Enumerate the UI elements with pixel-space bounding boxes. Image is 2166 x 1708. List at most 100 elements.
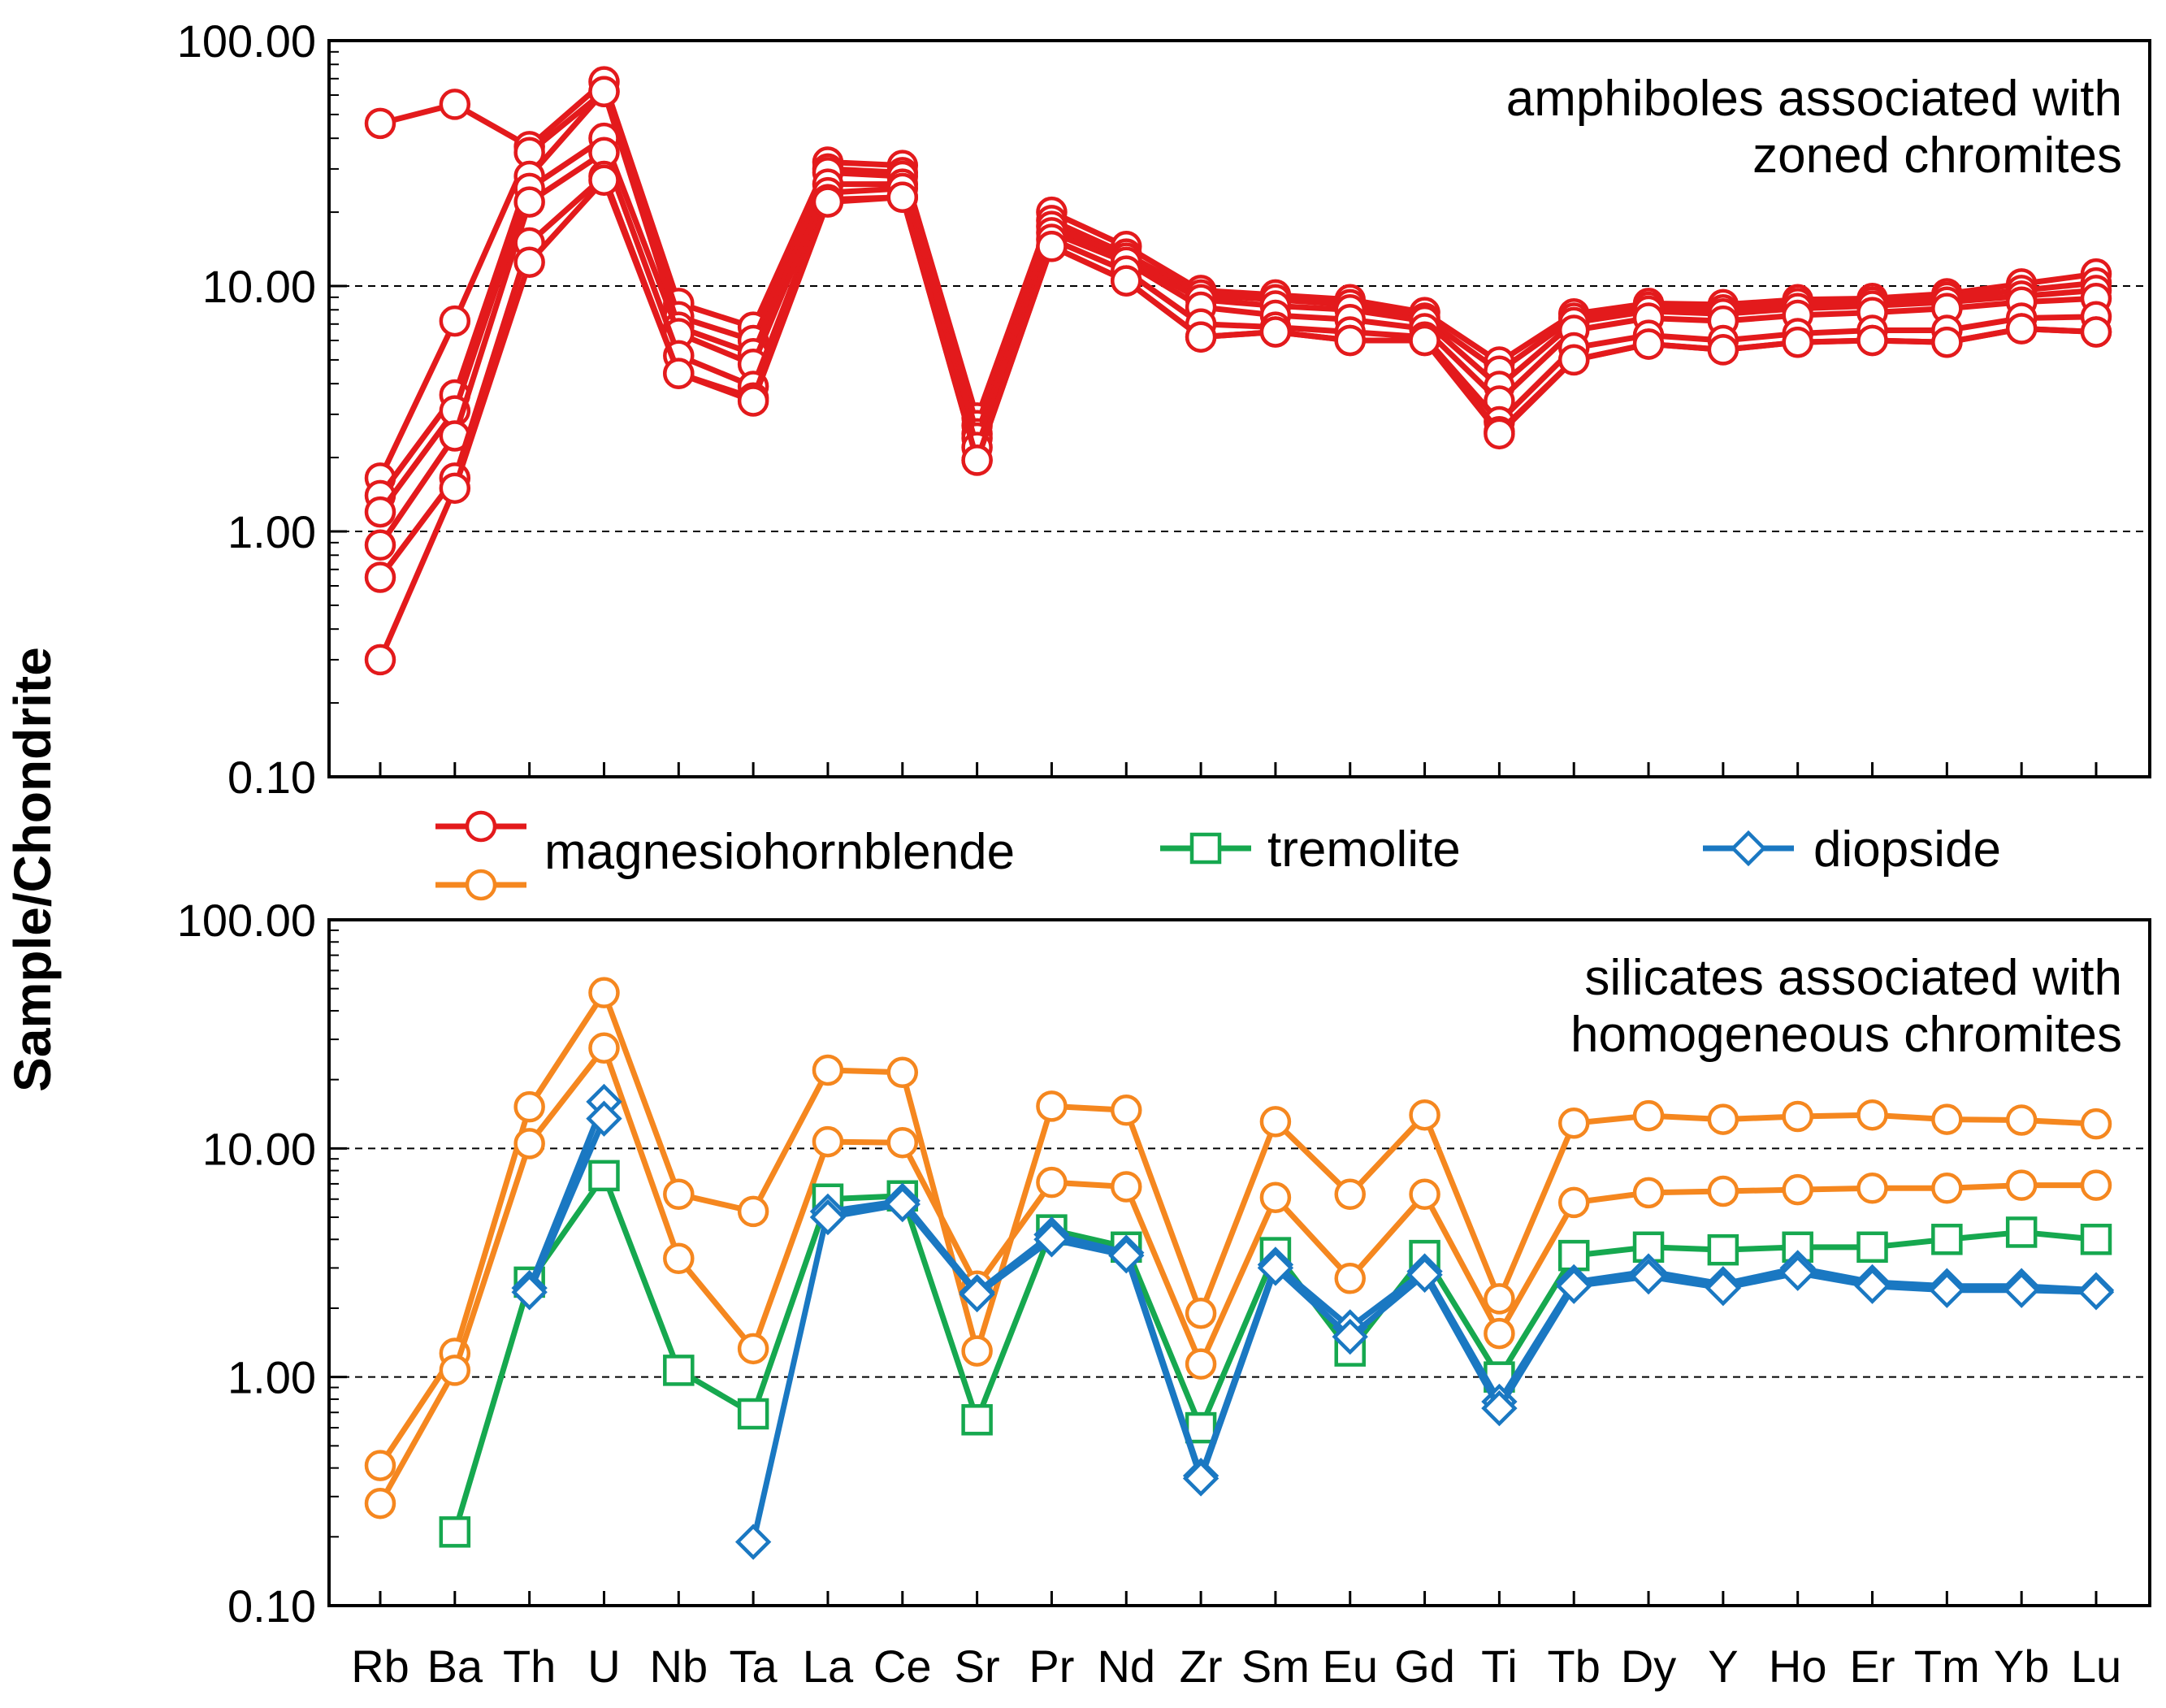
data-point-circle xyxy=(1185,1348,1217,1380)
data-point-circle xyxy=(1782,326,1813,358)
data-point-diamond xyxy=(1705,1269,1742,1307)
data-point-circle xyxy=(1185,1297,1217,1329)
data-point-circle xyxy=(1036,1090,1068,1122)
data-point-diamond xyxy=(959,1276,995,1313)
data-point-circle xyxy=(1409,324,1440,357)
legend-square-marker xyxy=(1189,832,1222,865)
series-line xyxy=(452,1173,2099,1535)
data-point-circle xyxy=(961,1335,993,1367)
x-tick-label: Th xyxy=(503,1641,556,1692)
data-point-square xyxy=(1707,1233,1739,1266)
data-point-circle xyxy=(1782,1173,1813,1206)
data-point-circle xyxy=(1036,231,1068,262)
legend-circle-marker xyxy=(465,810,497,843)
y-tick-label: 10.00 xyxy=(202,261,316,312)
data-point-circle xyxy=(886,1126,919,1159)
data-point-diamond xyxy=(1854,1268,1891,1304)
data-point-circle xyxy=(1409,1099,1440,1131)
data-point-circle xyxy=(1484,1283,1515,1315)
y-tick-label: 10.00 xyxy=(202,1123,316,1174)
data-point-diamond xyxy=(1556,1268,1592,1304)
data-point-circle xyxy=(663,358,695,389)
data-point-square xyxy=(961,1404,993,1436)
data-point-circle xyxy=(886,1056,919,1089)
data-point-diamond xyxy=(734,1524,772,1560)
data-point-circle xyxy=(1707,334,1739,366)
plot-frame xyxy=(327,39,2151,778)
data-point-circle xyxy=(2005,1169,2038,1201)
data-point-circle xyxy=(1111,1095,1142,1126)
data-point-circle xyxy=(1782,1100,1813,1133)
legend-diamond-marker xyxy=(1730,830,1767,867)
data-point-circle xyxy=(2080,1169,2112,1201)
legend-item-magnesiohornblende: magnesiohornblende xyxy=(435,810,1015,901)
y-tick-label: 100.00 xyxy=(177,895,316,946)
data-point-circle xyxy=(1111,265,1142,297)
data-point-square xyxy=(663,1355,695,1386)
panel-annotation: homogeneous chromites xyxy=(1570,1007,2122,1063)
data-point-circle xyxy=(588,164,620,196)
x-tick-label: La xyxy=(803,1641,854,1692)
x-tick-label: Lu xyxy=(2071,1641,2121,1692)
data-point-diamond xyxy=(884,1186,921,1223)
data-point-circle xyxy=(1632,1177,1665,1209)
data-point-circle xyxy=(513,186,545,218)
data-point-circle xyxy=(1557,1107,1590,1139)
data-point-diamond xyxy=(1481,1389,1518,1427)
data-point-circle xyxy=(812,186,844,218)
x-tick-label: Yb xyxy=(1994,1641,2050,1692)
data-point-circle xyxy=(1259,1181,1292,1213)
data-point-square xyxy=(1185,1411,1217,1444)
data-point-circle xyxy=(513,246,545,278)
x-tick-label: Rb xyxy=(351,1641,409,1692)
plot-frame xyxy=(327,918,2151,1607)
legend-item-tremolite: tremolite xyxy=(1160,821,1461,878)
data-point-diamond xyxy=(2003,1272,2040,1308)
data-point-circle xyxy=(737,1195,769,1228)
data-point-circle xyxy=(1856,324,1888,357)
data-point-circle xyxy=(1856,1173,1888,1204)
data-point-circle xyxy=(439,305,471,337)
data-point-circle xyxy=(2005,1104,2038,1136)
data-point-circle xyxy=(1707,1103,1739,1135)
data-point-square xyxy=(588,1160,620,1192)
data-point-circle xyxy=(1259,1106,1292,1138)
legend-label-magnesiohornblende: magnesiohornblende xyxy=(544,824,1015,880)
data-point-circle xyxy=(737,1333,769,1365)
data-point-circle xyxy=(812,1054,844,1086)
data-point-diamond xyxy=(2077,1274,2115,1311)
data-point-circle xyxy=(1856,1099,1888,1131)
data-point-circle xyxy=(663,1242,695,1275)
data-point-circle xyxy=(588,76,620,107)
data-point-diamond xyxy=(1033,1221,1070,1258)
data-point-diamond xyxy=(1257,1250,1294,1286)
data-point-circle xyxy=(1334,1178,1366,1211)
data-point-circle xyxy=(1036,1166,1068,1199)
data-point-diamond xyxy=(1332,1318,1368,1355)
data-point-square xyxy=(1931,1224,1963,1255)
x-tick-label: Sr xyxy=(955,1641,1000,1692)
data-point-circle xyxy=(1185,321,1217,353)
x-tick-label: Gd xyxy=(1394,1641,1455,1692)
data-point-circle xyxy=(1931,1173,1963,1204)
data-point-circle xyxy=(1259,316,1292,348)
data-point-circle xyxy=(439,1355,471,1386)
top-chart: 100.00 10.00 1.00 0.10 amphiboles associated… xyxy=(177,15,2151,803)
data-point-circle xyxy=(1632,1099,1665,1132)
x-tick-label: Er xyxy=(1850,1641,1895,1692)
x-tick-label: Eu xyxy=(1322,1641,1378,1692)
data-point-circle xyxy=(1931,1103,1963,1135)
panel-annotation: silicates associated with xyxy=(1584,950,2122,1006)
data-point-circle xyxy=(364,561,396,593)
data-point-circle xyxy=(2005,313,2038,345)
data-point-circle xyxy=(1334,1263,1366,1294)
data-point-circle xyxy=(588,977,620,1008)
data-point-circle xyxy=(961,444,993,476)
data-point-circle xyxy=(364,1487,396,1519)
series-line xyxy=(377,990,2099,1469)
data-point-circle xyxy=(1707,1175,1739,1207)
x-tick-label: U xyxy=(587,1641,620,1692)
panel-annotation: amphiboles associated with xyxy=(1506,71,2122,127)
data-point-circle xyxy=(1484,1317,1515,1350)
